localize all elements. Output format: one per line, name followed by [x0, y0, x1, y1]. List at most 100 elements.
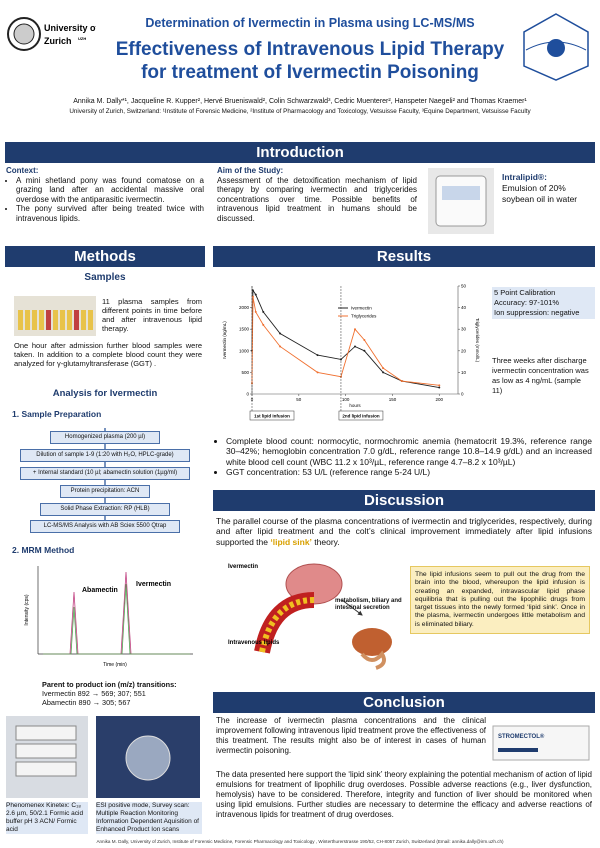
authors: Annika M. Dally*¹, Jacqueline R. Kupper²…: [73, 98, 527, 105]
diagram-label: Ivermectin: [228, 564, 258, 570]
intralipid-photo: [428, 168, 494, 234]
vetsuisse-logo: [523, 13, 589, 81]
y2-tick-label: 50: [461, 284, 467, 289]
logo-tag: UZH: [78, 36, 86, 41]
context-bullet: The pony survived after being treated tw…: [16, 204, 204, 223]
logo-text: University of: [44, 23, 96, 33]
title: Effectiveness of Intravenous Lipid Thera…: [100, 38, 520, 84]
chromatogram: Abamectin Ivermectin Intensity (cps) Tim…: [24, 566, 193, 668]
module: [15, 761, 77, 777]
point: [279, 345, 282, 348]
transition: Ivermectin 892 → 569; 307; 551: [42, 689, 146, 698]
trace: [43, 583, 190, 655]
annotation: 2nd lipid infusion: [342, 414, 379, 419]
intestine: [360, 650, 386, 670]
samples-text: 11 plasma samples from different points …: [102, 297, 202, 333]
highlight: ‘lipid sink’: [270, 536, 312, 547]
box: [492, 725, 590, 761]
peak-label: Ivermectin: [136, 581, 171, 588]
prep-step: Protein precipitation: ACN: [60, 485, 150, 498]
point: [251, 295, 254, 298]
subsection-heading: 2. MRM Method: [12, 545, 75, 555]
text: The parallel course of the plasma concen…: [216, 516, 592, 547]
point: [354, 345, 356, 348]
calibration-line: Accuracy: 97-101%: [494, 298, 560, 307]
text: theory.: [311, 536, 340, 547]
conclusion-text: The increase of ivermectin plasma concen…: [216, 716, 486, 755]
axis-label: Intensity (cps): [24, 594, 30, 625]
point: [262, 310, 265, 313]
point: [354, 328, 356, 331]
point: [438, 384, 441, 387]
x-tick-label: 50: [296, 397, 302, 402]
context-bullet: A mini shetland pony was found comatose …: [16, 176, 204, 205]
context-heading: Context:: [6, 166, 39, 175]
section-heading: Conclusion: [213, 692, 595, 713]
results-bullet: Complete blood count: normocytic, normoc…: [226, 436, 592, 467]
samples-photo: [14, 296, 96, 336]
product: Intralipid®: Emulsion of 20% soybean oil…: [502, 172, 594, 205]
footer: Annika M. Dally, University of Zurich, I…: [96, 839, 504, 844]
x-tick-label: 0: [251, 397, 254, 402]
subsection-heading: 1. Sample Preparation: [12, 409, 102, 419]
logo-arc: [525, 41, 587, 51]
liver: [352, 628, 392, 656]
bag-label: [442, 186, 480, 200]
y-tick-label: 1000: [239, 348, 250, 353]
transitions: Parent to product ion (m/z) transitions:…: [42, 680, 177, 707]
aim: Aim of the Study: Assessment of the deto…: [217, 166, 417, 224]
results-list: Complete blood count: normocytic, normoc…: [216, 436, 592, 478]
y-axis-label: Ivermectin (ng/mL): [222, 321, 227, 359]
y2-tick-label: 40: [461, 305, 467, 310]
section-heading: Introduction: [5, 142, 595, 163]
instrument-photos: [6, 716, 200, 798]
module: [15, 725, 77, 741]
y2-tick-label: 20: [461, 348, 467, 353]
point: [363, 339, 366, 341]
packaging-text: STROMECTOL®: [498, 733, 545, 740]
x-tick-label: 100: [342, 397, 350, 402]
peak-label: Abamectin: [82, 587, 118, 594]
samples-text: One hour after admission further blood s…: [14, 341, 202, 368]
section-heading: Results: [213, 246, 595, 267]
calibration: 5 Point Calibration Accuracy: 97-101% Io…: [492, 287, 595, 319]
logo-core: [547, 39, 565, 57]
annotation-box: [249, 410, 295, 421]
discussion-box: The lipid infusions seem to pull out the…: [410, 566, 590, 635]
transition: Abamectin 890 → 305; 567: [42, 698, 131, 707]
point: [382, 367, 385, 370]
tubes: [18, 310, 93, 330]
prep-step: Dilution of sample 1-9 (1:20 with H₂O, H…: [20, 449, 190, 462]
title-line: Effectiveness of Intravenous Lipid Thera…: [115, 39, 505, 60]
calibration-line: Ion suppression: negative: [494, 308, 580, 317]
context: Context: A mini shetland pony was found …: [6, 166, 204, 224]
bag: [435, 175, 487, 227]
y-tick-label: 0: [246, 392, 249, 397]
x-axis-label: hours: [349, 403, 361, 408]
axis-label: Time (min): [103, 662, 127, 668]
calibration-line: 5 Point Calibration: [494, 288, 556, 297]
source: [125, 735, 171, 781]
caption: Phenomenex Kinetex: C₁₈ 2.6 µm, 50/2.1 F…: [6, 802, 88, 834]
lipids: [259, 597, 315, 653]
annotation-box: [338, 410, 384, 421]
y2-axis-label: Triglycerides (mmol/L): [475, 318, 480, 363]
conclusion-text: The data presented here support the ‘lip…: [216, 770, 592, 819]
seal: [7, 17, 41, 51]
section-heading: Discussion: [213, 490, 595, 511]
prep-step: LC-MS/MS Analysis with AB Sciex 5500 Qtr…: [30, 520, 180, 533]
diagram-label: Intravenous lipids: [228, 640, 280, 646]
x-tick-label: 200: [436, 397, 444, 402]
point: [382, 371, 385, 374]
point: [316, 371, 319, 374]
logo-text: Zurich: [44, 36, 72, 46]
product-text: Emulsion of 20% soybean oil in water: [502, 183, 578, 204]
subsection-heading: Analysis for Ivermectin: [52, 388, 158, 399]
aim-heading: Aim of the Study:: [217, 166, 284, 175]
lipid-sink-diagram: Ivermectin Intravenous lipids: [228, 563, 392, 670]
point: [279, 332, 282, 335]
arrow: [341, 599, 363, 616]
